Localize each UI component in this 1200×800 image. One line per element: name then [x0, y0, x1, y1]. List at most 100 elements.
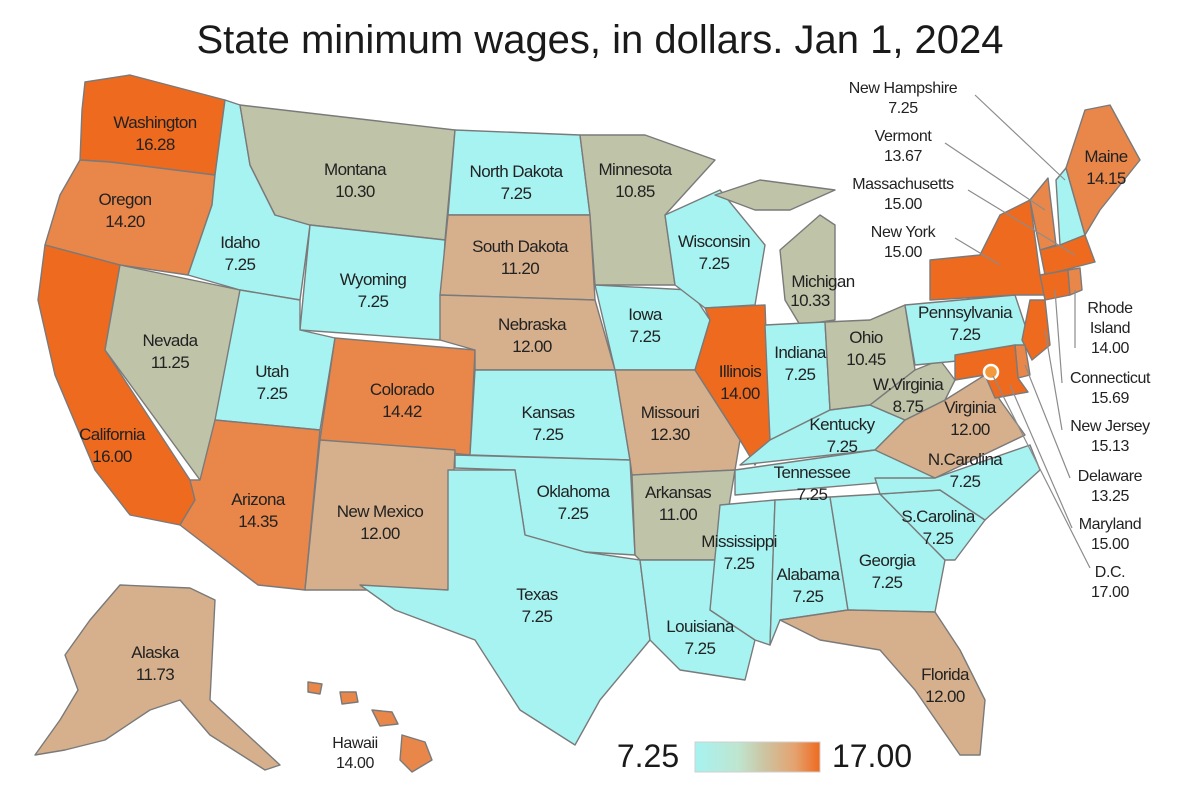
label-california-wage: 16.00 — [92, 447, 132, 466]
state-georgia — [829, 493, 946, 613]
label-south-dakota-wage: 11.20 — [501, 259, 539, 278]
label-rhode-island-name-2: Island — [1090, 320, 1130, 337]
label-florida-wage: 12.00 — [925, 687, 965, 706]
label-dc-name: D.C. — [1095, 564, 1125, 581]
label-nebraska-name: Nebraska — [498, 315, 567, 334]
state-florida — [779, 609, 986, 756]
label-colorado-wage: 14.42 — [382, 402, 422, 421]
label-pennsylvania-name: Pennsylvania — [918, 303, 1013, 322]
label-georgia-name: Georgia — [859, 551, 916, 570]
label-washington-wage: 16.28 — [135, 135, 175, 154]
label-oklahoma-name: Oklahoma — [537, 482, 611, 501]
label-south-carolina-name: S.Carolina — [901, 507, 976, 526]
label-indiana-name: Indiana — [774, 343, 827, 362]
label-colorado-name: Colorado — [370, 380, 434, 399]
state-alaska — [34, 584, 281, 771]
label-south-carolina-wage: 7.25 — [923, 529, 954, 548]
label-mississippi-name: Mississippi — [701, 532, 777, 551]
label-montana-name: Montana — [324, 160, 387, 179]
label-virginia-wage: 12.00 — [950, 420, 990, 439]
label-maine-name: Maine — [1084, 147, 1127, 166]
state-hawaii-kauai — [307, 681, 323, 695]
dc-marker — [982, 363, 1000, 381]
label-tennessee-wage: 7.25 — [797, 485, 828, 504]
label-wisconsin-wage: 7.25 — [699, 254, 730, 273]
label-alaska-name: Alaska — [131, 643, 180, 662]
label-arkansas-name: Arkansas — [645, 483, 711, 502]
leader-new-york — [954, 237, 1001, 266]
label-vermont-name: Vermont — [875, 128, 933, 145]
label-texas-wage: 7.25 — [522, 607, 553, 626]
label-vermont-wage: 13.67 — [884, 148, 923, 165]
label-north-carolina-wage: 7.25 — [950, 472, 981, 491]
label-illinois-wage: 14.00 — [720, 384, 760, 403]
map-title: State minimum wages, in dollars. Jan 1, … — [196, 18, 1004, 62]
leader-delaware — [1024, 364, 1071, 479]
label-wyoming-wage: 7.25 — [358, 292, 389, 311]
state-new-jersey — [1021, 299, 1051, 361]
label-new-york-wage: 15.00 — [884, 244, 923, 261]
label-south-dakota-name: South Dakota — [472, 237, 569, 256]
label-new-hampshire-wage: 7.25 — [888, 100, 918, 117]
label-arizona-name: Arizona — [231, 490, 286, 509]
leader-vermont — [944, 142, 1046, 211]
label-kansas-wage: 7.25 — [533, 425, 564, 444]
label-alabama-name: Alabama — [777, 565, 841, 584]
state-rhode-island — [1067, 267, 1083, 296]
label-rhode-island-wage: 14.00 — [1091, 340, 1130, 357]
label-virginia-name: Virginia — [944, 398, 997, 417]
label-nevada-name: Nevada — [143, 331, 199, 350]
label-illinois-name: Illinois — [719, 362, 762, 381]
label-florida-name: Florida — [921, 665, 970, 684]
label-louisiana-name: Louisiana — [666, 617, 735, 636]
label-arkansas-wage: 11.00 — [659, 505, 697, 524]
label-delaware-name: Delaware — [1078, 468, 1143, 485]
leader-connecticut — [1054, 289, 1063, 384]
label-maryland-name: Maryland — [1079, 516, 1142, 533]
state-hawaii-oahu — [339, 691, 359, 705]
legend-color-ramp — [694, 741, 821, 773]
state-hawaii-maui — [371, 709, 399, 727]
label-maryland-wage: 15.00 — [1091, 536, 1130, 553]
label-ohio-name: Ohio — [849, 328, 883, 347]
label-georgia-wage: 7.25 — [872, 573, 903, 592]
label-texas-name: Texas — [516, 585, 558, 604]
label-delaware-wage: 13.25 — [1091, 488, 1130, 505]
label-arizona-wage: 14.35 — [238, 512, 278, 531]
leader-massachusetts — [967, 189, 1076, 256]
label-new-jersey-wage: 15.13 — [1091, 438, 1130, 455]
label-new-mexico-name: New Mexico — [337, 502, 424, 521]
label-alabama-wage: 7.25 — [793, 587, 824, 606]
label-hawaii-name: Hawaii — [332, 735, 378, 752]
state-labels: Washington 16.28 Oregon 14.20 California… — [79, 113, 1128, 706]
leader-new-hampshire — [974, 94, 1066, 181]
label-new-jersey-name: New Jersey — [1070, 418, 1150, 435]
label-tennessee-name: Tennessee — [774, 463, 851, 482]
label-ohio-wage: 10.45 — [846, 350, 886, 369]
label-montana-wage: 10.30 — [335, 182, 375, 201]
label-louisiana-wage: 7.25 — [685, 639, 716, 658]
state-mississippi — [709, 499, 776, 646]
label-michigan-name: Michigan — [791, 272, 854, 291]
label-idaho-wage: 7.25 — [225, 255, 256, 274]
label-missouri-name: Missouri — [641, 403, 700, 422]
label-nebraska-wage: 12.00 — [512, 337, 552, 356]
label-west-virginia-wage: 8.75 — [893, 397, 924, 416]
state-hawaii-big — [399, 734, 433, 773]
label-west-virginia-name: W.Virginia — [873, 375, 944, 394]
label-north-dakota-wage: 7.25 — [501, 184, 532, 203]
label-pennsylvania-wage: 7.25 — [950, 325, 981, 344]
state-massachusetts — [1039, 234, 1096, 276]
label-nevada-wage: 11.25 — [151, 353, 189, 372]
label-iowa-name: Iowa — [628, 305, 663, 324]
label-iowa-wage: 7.25 — [630, 327, 661, 346]
state-south-dakota — [439, 214, 596, 301]
label-new-york-name: New York — [871, 224, 937, 241]
label-indiana-wage: 7.25 — [785, 365, 816, 384]
legend-min-label: 7.25 — [617, 738, 679, 774]
label-utah-wage: 7.25 — [257, 384, 288, 403]
state-michigan-up — [714, 179, 836, 211]
label-minnesota-name: Minnesota — [598, 160, 672, 179]
label-oklahoma-wage: 7.25 — [558, 504, 589, 523]
